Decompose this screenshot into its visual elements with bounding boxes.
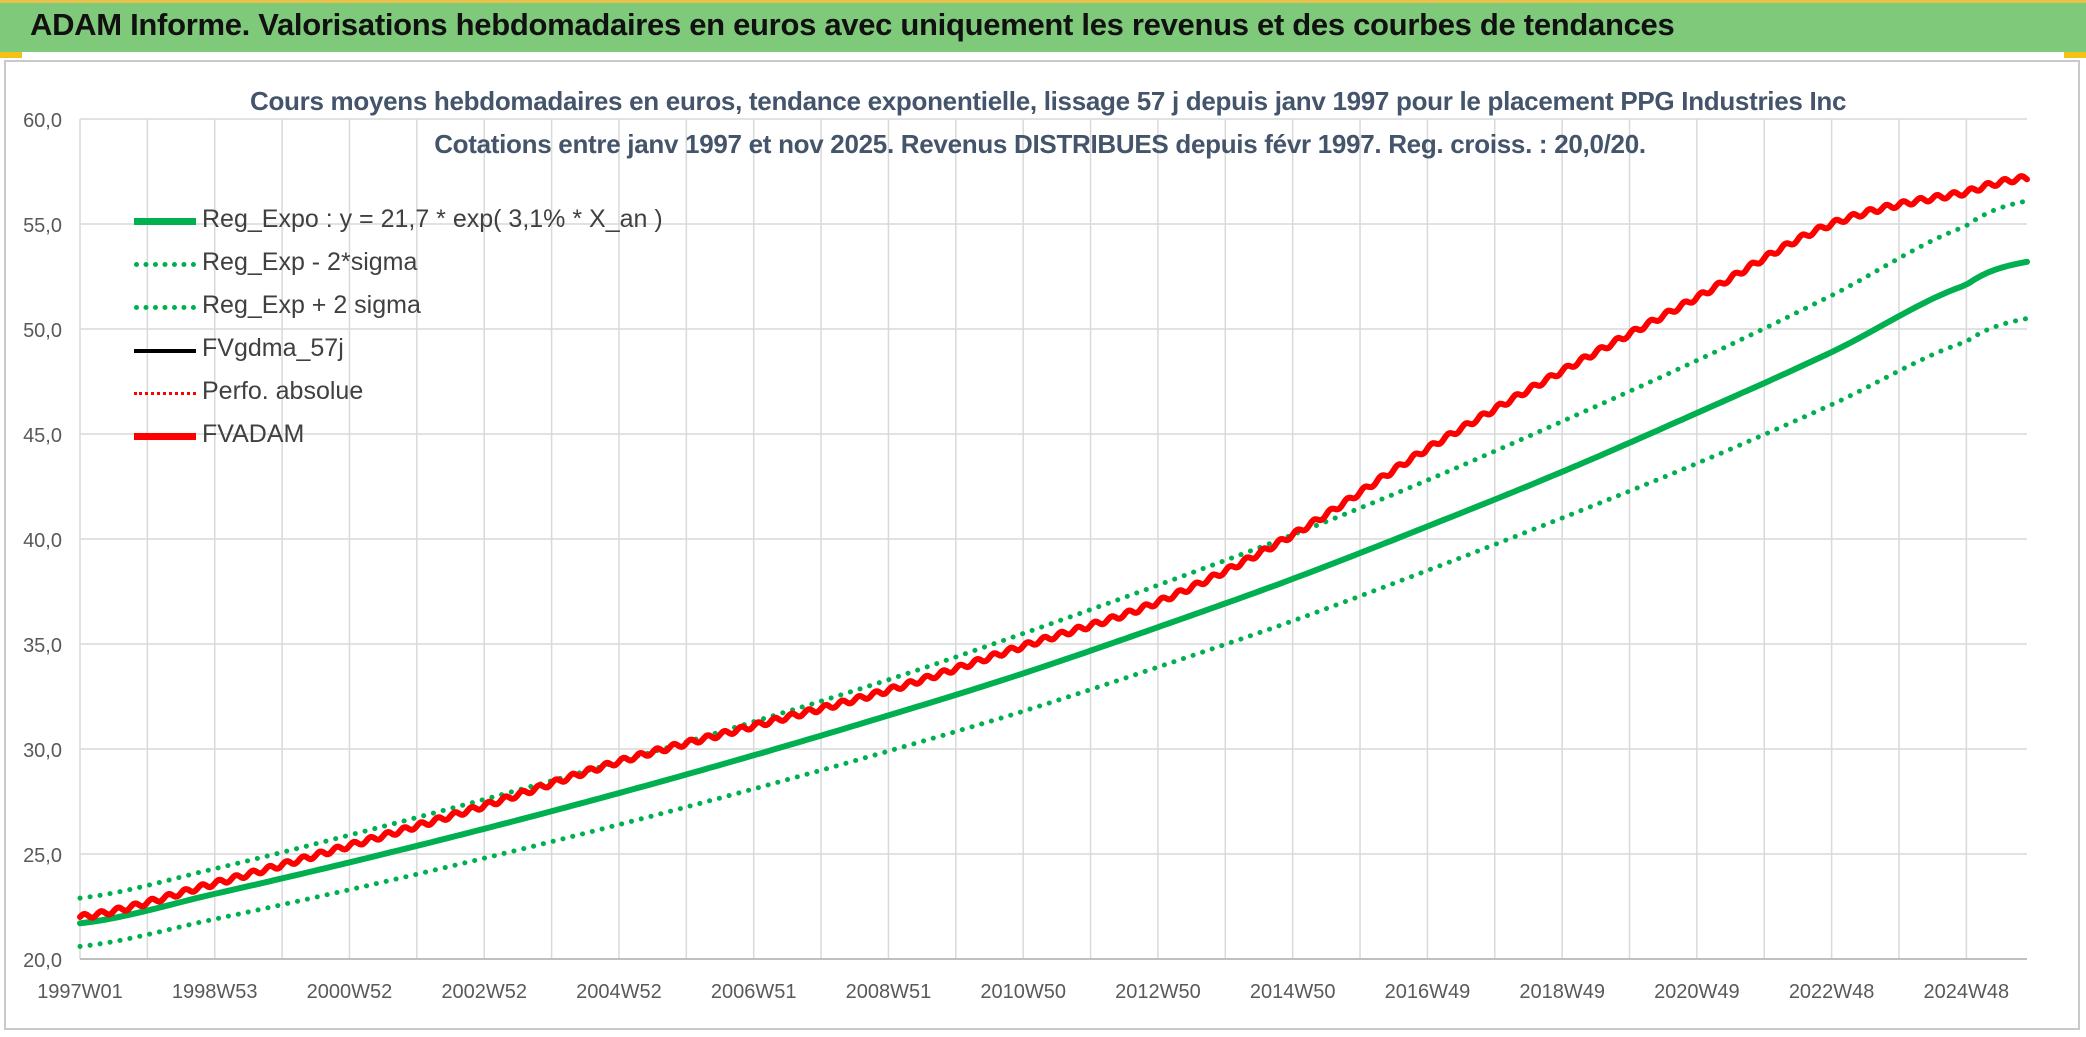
- chart-series: [77, 173, 2030, 949]
- chart-title: Cours moyens hebdomadaires en euros, ten…: [250, 86, 1847, 116]
- chart-subtitle: Cotations entre janv 1997 et nov 2025. R…: [434, 129, 1646, 159]
- y-tick-label: 50,0: [23, 320, 62, 342]
- series-line-1: [77, 316, 2030, 949]
- legend-swatch-reg-expo: [134, 218, 196, 225]
- report-title: ADAM Informe. Valorisations hebdomadaire…: [30, 7, 1675, 42]
- legend-swatch-fvadam: [134, 433, 196, 440]
- series-line-2: [77, 198, 2030, 901]
- y-tick-label: 55,0: [23, 215, 62, 237]
- x-tick-label: 2010W50: [980, 981, 1066, 1003]
- legend-label: FVgdma_57j: [202, 334, 344, 362]
- series-line-0: [77, 258, 2030, 927]
- y-tick-label: 45,0: [23, 425, 62, 447]
- x-tick-label: 1998W53: [172, 981, 258, 1003]
- x-tick-label: 1997W01: [37, 981, 123, 1003]
- legend-swatch-fvgdma: [134, 349, 196, 353]
- legend-label: Reg_Expo : y = 21,7 * exp( 3,1% * X_an ): [202, 205, 663, 233]
- y-tick-label: 40,0: [23, 530, 62, 552]
- x-tick-label: 2020W49: [1654, 981, 1740, 1003]
- report-banner: ADAM Informe. Valorisations hebdomadaire…: [0, 0, 2086, 52]
- y-tick-label: 60,0: [23, 110, 62, 132]
- x-tick-label: 2018W49: [1519, 981, 1605, 1003]
- x-tick-label: 2016W49: [1385, 981, 1471, 1003]
- x-tick-label: 2004W52: [576, 981, 662, 1003]
- corner-marker-right: [2064, 52, 2086, 58]
- x-tick-label: 2000W52: [307, 981, 393, 1003]
- y-tick-label: 30,0: [23, 740, 62, 762]
- x-tick-label: 2012W50: [1115, 981, 1201, 1003]
- legend-label: Perfo. absolue: [202, 377, 364, 405]
- y-tick-label: 25,0: [23, 845, 62, 867]
- x-tick-label: 2006W51: [711, 981, 797, 1003]
- legend-label: Reg_Exp - 2*sigma: [202, 248, 418, 276]
- legend-label: FVADAM: [202, 420, 305, 448]
- series-line-5: [77, 173, 2030, 921]
- y-tick-label: 35,0: [23, 635, 62, 657]
- legend-label: Reg_Exp + 2 sigma: [202, 291, 421, 319]
- x-tick-label: 2002W52: [441, 981, 527, 1003]
- x-tick-label: 2008W51: [846, 981, 932, 1003]
- legend-swatch-reg-exp-minus: [134, 262, 196, 267]
- x-tick-label: 2014W50: [1250, 981, 1336, 1003]
- y-tick-label: 20,0: [23, 950, 62, 972]
- legend-swatch-reg-exp-plus: [134, 305, 196, 310]
- corner-marker-left: [0, 52, 22, 58]
- chart-grid: [79, 118, 2027, 960]
- x-tick-label: 2022W48: [1789, 981, 1875, 1003]
- x-tick-label: 2024W48: [1924, 981, 2010, 1003]
- legend-swatch-perfo-absolue: [134, 392, 196, 395]
- chart-axes: 20,0 25,0 30,0 35,0 40,0 45,0 50,0 55,0 60,0 1997…: [23, 110, 2027, 1003]
